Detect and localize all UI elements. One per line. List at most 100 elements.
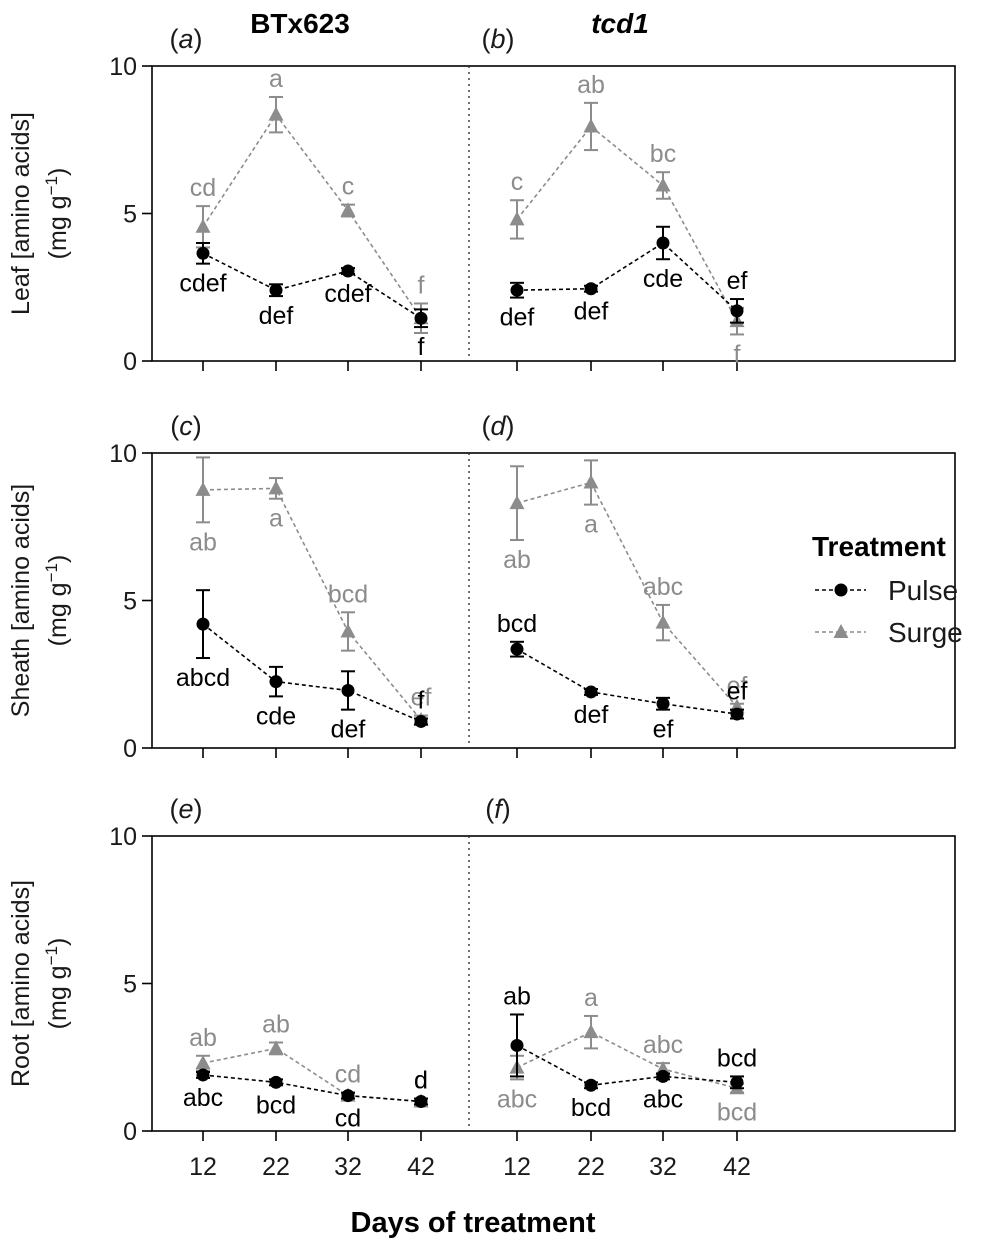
panel-label: (f) [485, 794, 511, 824]
legend-entry-label: Surge [888, 617, 963, 648]
pulse-point [584, 282, 598, 296]
pulse-significance-label: bcd [497, 610, 537, 638]
surge-series-line [202, 113, 422, 319]
surge-significance-label: bcd [717, 1099, 757, 1127]
surge-significance-label: abc [643, 1031, 683, 1059]
surge-significance-label: abc [643, 573, 683, 601]
surge-significance-label: d [414, 1067, 428, 1095]
pulse-point [414, 714, 428, 728]
pulse-point [584, 685, 598, 699]
y-tick-label: 5 [123, 201, 137, 229]
pulse-series-line [516, 241, 738, 312]
pulse-point [341, 683, 355, 697]
y-axis-label-line2: (mg g−1) [42, 168, 72, 260]
surge-significance-label: a [269, 505, 283, 533]
x-tick-label: 22 [262, 1153, 290, 1181]
pulse-significance-label: ef [653, 716, 674, 744]
surge-point [195, 1055, 211, 1070]
pulse-significance-label: def [331, 716, 366, 744]
pulse-significance-label: f [418, 333, 425, 361]
pulse-point [414, 311, 428, 325]
surge-significance-label: ab [189, 1024, 217, 1052]
y-tick-label: 5 [123, 588, 137, 616]
pulse-significance-label: def [259, 302, 294, 330]
pulse-series-line [202, 623, 422, 723]
y-axis-label: Sheath [amino acids] (mg g−1) [7, 484, 72, 717]
pulse-significance-label: bcd [256, 1091, 296, 1119]
surge-significance-label: f [418, 271, 425, 299]
column-title: tcd1 [591, 8, 649, 39]
pulse-point [656, 1069, 670, 1083]
pulse-significance-label: cd [335, 1105, 361, 1133]
surge-series-line [202, 487, 422, 721]
pulse-significance-label: def [500, 304, 535, 332]
surge-significance-label: ab [189, 528, 217, 556]
surge-point [509, 211, 525, 226]
pulse-point [196, 1068, 210, 1082]
panel-label: (e) [169, 794, 202, 824]
surge-significance-label: ab [503, 546, 531, 574]
surge-series-line [516, 1031, 738, 1089]
pulse-point [510, 283, 524, 297]
pulse-point [414, 1095, 428, 1108]
surge-significance-label: cd [335, 1061, 361, 1089]
surge-significance-label: bcd [328, 580, 368, 608]
surge-series-line [516, 125, 738, 322]
legend-title: Treatment [812, 531, 946, 562]
pulse-series-line [516, 1044, 738, 1087]
y-axis-label-line1: Leaf [amino acids] [7, 112, 35, 315]
surge-series-line [202, 1047, 422, 1103]
surge-point [268, 106, 284, 121]
y-axis-label-line2: (mg g−1) [42, 555, 72, 647]
pulse-point [341, 264, 355, 278]
pulse-point [510, 642, 524, 656]
x-tick-label: 42 [407, 1153, 435, 1181]
surge-significance-label: bc [650, 140, 676, 168]
surge-significance-label: c [342, 173, 355, 201]
pulse-significance-label: cde [643, 265, 683, 293]
pulse-point [269, 283, 283, 297]
surge-point [655, 614, 671, 629]
surge-point [583, 118, 599, 133]
pulse-significance-label: ab [503, 982, 531, 1010]
pulse-significance-label: def [574, 701, 609, 729]
surge-point [583, 1024, 599, 1039]
y-tick-label: 10 [109, 823, 137, 851]
x-axis-label: Days of treatment [351, 1207, 596, 1239]
pulse-point [269, 1075, 283, 1089]
pulse-series-line [516, 648, 738, 715]
x-tick-label: 22 [577, 1153, 605, 1181]
surge-significance-label: f [734, 340, 741, 368]
y-tick-label: 10 [109, 53, 137, 81]
legend-marker-pulse [834, 583, 848, 597]
y-axis-label-line2: (mg g−1) [42, 938, 72, 1030]
y-axis-label: Leaf [amino acids] (mg g−1) [7, 112, 72, 315]
surge-significance-label: c [511, 168, 524, 196]
pulse-significance-label: cde [256, 702, 296, 730]
pulse-point [730, 1075, 744, 1089]
pulse-significance-label: ef [727, 678, 748, 706]
pulse-point [730, 707, 744, 721]
surge-significance-label: ab [577, 71, 605, 99]
x-tick-label: 12 [503, 1153, 531, 1181]
surge-significance-label: ab [262, 1011, 290, 1039]
pulse-point [196, 617, 210, 631]
pulse-significance-label: abc [183, 1084, 223, 1112]
surge-significance-label: a [584, 984, 598, 1012]
y-axis-label-line1: Sheath [amino acids] [7, 484, 35, 717]
y-tick-label: 0 [123, 348, 137, 376]
pulse-significance-label: cdef [179, 270, 226, 298]
surge-point [268, 1040, 284, 1055]
x-tick-label: 32 [334, 1153, 362, 1181]
surge-point [655, 177, 671, 192]
surge-series-line [516, 481, 738, 708]
legend-entry-label: Pulse [888, 575, 958, 606]
pulse-point [510, 1038, 524, 1052]
x-tick-label: 32 [649, 1153, 677, 1181]
pulse-significance-label: d [414, 1067, 428, 1095]
panel-label: (c) [170, 411, 202, 441]
pulse-series-line [202, 1074, 422, 1103]
surge-point [340, 623, 356, 638]
pulse-significance-label: abc [643, 1085, 683, 1113]
y-tick-label: 10 [109, 440, 137, 468]
